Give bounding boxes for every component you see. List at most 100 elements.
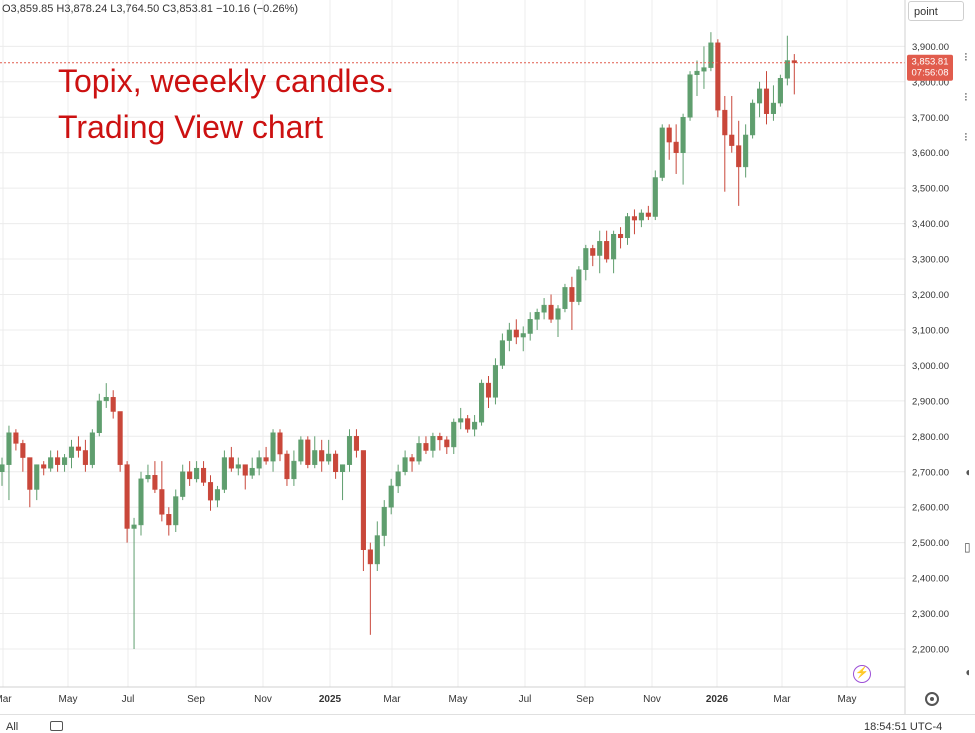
candle-body	[680, 117, 686, 153]
candle-body	[409, 457, 415, 462]
candle-body	[62, 457, 68, 465]
time-tick-label: Nov	[254, 694, 272, 705]
time-axis-labels[interactable]: Mar May Jul Sep Nov 2025 Mar May Jul Sep Nov 2026 Ma…	[0, 694, 856, 705]
candle-body	[624, 216, 631, 239]
candle-body	[173, 496, 179, 526]
price-tick-label: 3,400.00	[912, 219, 949, 230]
candlestick-chart[interactable]: 2,200.00 2,300.00 2,400.00 2,500.00 2,600.00…	[0, 0, 975, 715]
candle-body	[159, 489, 165, 515]
price-tick-label: 2,200.00	[912, 645, 949, 656]
price-tick-label: 3,200.00	[912, 290, 949, 301]
candle-body	[763, 88, 770, 114]
candle-body	[590, 248, 596, 256]
candle-body	[103, 397, 109, 402]
price-tick-label: 2,500.00	[912, 538, 949, 549]
candle-body	[548, 304, 554, 320]
candle-body	[645, 212, 651, 217]
price-unit-selector[interactable]: point	[908, 1, 964, 21]
candle-body	[618, 233, 624, 239]
candle-body	[659, 127, 665, 178]
time-tick-label: Jul	[122, 694, 135, 705]
settings-icon[interactable]	[925, 692, 939, 706]
candle-body	[41, 464, 47, 469]
candle-body	[485, 382, 492, 398]
candle-body	[423, 443, 429, 451]
countdown-value: 07:56:08	[912, 68, 949, 79]
candle-body	[277, 432, 283, 455]
candle-body	[666, 127, 672, 143]
candle-body	[20, 443, 26, 458]
candle-body	[402, 457, 408, 473]
time-tick-label: Sep	[187, 694, 205, 705]
last-price-tag: 3,853.81 07:56:08	[907, 54, 953, 81]
time-tick-label: 2025	[319, 694, 342, 705]
time-tick-label: Mar	[383, 694, 401, 705]
time-tick-label: Sep	[576, 694, 594, 705]
candle-body	[430, 436, 436, 451]
candle-body	[55, 457, 61, 465]
side-toolbar-icon[interactable]: ▯	[964, 540, 971, 554]
bolt-icon[interactable]: ⚡	[853, 665, 871, 683]
candle-body	[89, 432, 95, 465]
side-toolbar-icon[interactable]: ◖	[964, 665, 972, 679]
candle-body	[166, 514, 172, 526]
candle-body	[444, 439, 450, 448]
candle-body	[701, 67, 707, 72]
time-tick-label: May	[838, 694, 857, 705]
candle-body	[145, 475, 151, 480]
candle-body	[187, 471, 193, 480]
candle-body	[388, 485, 394, 508]
candle-body	[207, 482, 214, 501]
candle-body	[180, 471, 186, 497]
candle-body	[597, 241, 603, 256]
candle-body	[0, 464, 5, 473]
candle-body	[256, 457, 262, 469]
candle-body	[534, 311, 540, 320]
candle-body	[117, 411, 123, 465]
candle-body	[708, 42, 714, 68]
candle-body	[465, 418, 471, 430]
candle-body	[611, 233, 617, 260]
side-toolbar-icon[interactable]: ⁝	[964, 50, 968, 64]
candle-body	[576, 269, 582, 302]
candle-body	[34, 464, 40, 490]
price-tick-label: 2,300.00	[912, 609, 949, 620]
candle-body	[291, 460, 297, 480]
candle-body	[499, 340, 505, 366]
time-tick-label: Jul	[519, 694, 532, 705]
side-toolbar-icon[interactable]: ◖	[964, 465, 972, 479]
price-axis-labels[interactable]: 2,200.00 2,300.00 2,400.00 2,500.00 2,600.00…	[912, 42, 949, 656]
candle-body	[750, 102, 756, 136]
candle-body	[131, 524, 137, 529]
price-tick-label: 2,900.00	[912, 396, 949, 407]
candle-body	[631, 216, 638, 221]
candle-body	[458, 418, 464, 423]
time-tick-label: May	[59, 694, 78, 705]
price-tick-label: 3,300.00	[912, 255, 949, 266]
range-all-button[interactable]: All	[6, 721, 19, 733]
price-tick-label: 2,400.00	[912, 574, 949, 585]
candle-body	[729, 134, 735, 146]
grid-lines	[0, 0, 905, 687]
time-tick-label: Mar	[773, 694, 791, 705]
candle-body	[757, 88, 763, 104]
side-toolbar-icon[interactable]: ⁝	[964, 90, 968, 104]
time-tick-label: May	[449, 694, 468, 705]
time-tick-label: Nov	[643, 694, 661, 705]
candle-body	[312, 450, 318, 465]
price-tick-label: 2,700.00	[912, 467, 949, 478]
price-tick-label: 2,800.00	[912, 432, 949, 443]
candle-body	[416, 443, 422, 462]
price-tick-label: 3,900.00	[912, 42, 949, 53]
candle-body	[110, 397, 116, 412]
annotation-text: Topix, weeekly candles. Trading View cha…	[58, 58, 394, 150]
candle-body	[381, 506, 387, 536]
candle-body	[479, 382, 485, 423]
candle-body	[687, 74, 693, 118]
candle-body	[673, 141, 679, 153]
candle-body	[6, 432, 12, 465]
candle-body	[68, 446, 75, 458]
time-tick-label: Mar	[0, 694, 12, 705]
candle-body	[346, 436, 353, 465]
side-toolbar-icon[interactable]: ⁝	[964, 130, 968, 144]
